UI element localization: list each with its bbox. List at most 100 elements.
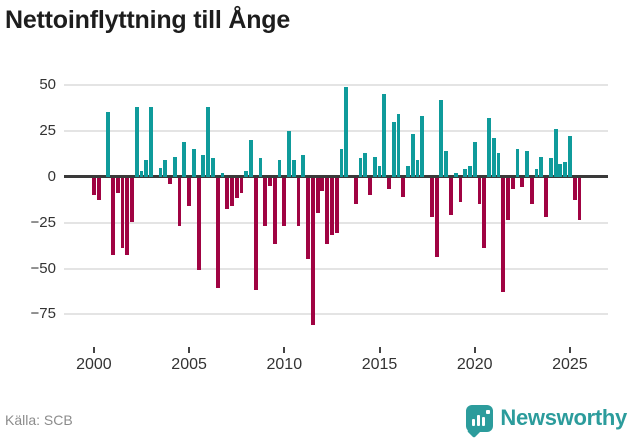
y-axis-tick-label: −50 [30, 259, 56, 277]
bar [139, 171, 144, 177]
bar [477, 178, 482, 204]
x-axis-tick-label: 2025 [552, 356, 588, 373]
bar [568, 136, 572, 177]
bar [458, 178, 463, 203]
bar [201, 154, 206, 177]
bar [501, 178, 506, 293]
bar [310, 178, 315, 326]
bar [429, 178, 434, 217]
bar [315, 178, 320, 214]
bar [387, 178, 391, 190]
bar [96, 178, 101, 201]
badge-bar-icon [482, 416, 486, 426]
x-axis-tick-mark [378, 347, 381, 353]
bar [453, 173, 458, 177]
bar [487, 117, 491, 177]
x-axis-tick-label: 2005 [171, 356, 207, 373]
bar [158, 167, 163, 177]
bar [420, 116, 425, 177]
bar [468, 165, 472, 177]
x-axis-tick-label: 2015 [361, 356, 398, 373]
bar [406, 165, 410, 177]
x-axis-tick-label: 2000 [76, 356, 112, 373]
bar [215, 178, 220, 289]
bar [577, 178, 582, 221]
bar [553, 128, 558, 177]
bar [168, 178, 172, 184]
bar [358, 158, 363, 177]
y-axis-tick-label: 50 [39, 75, 56, 93]
bar [534, 169, 539, 177]
bar [134, 106, 139, 177]
bar [363, 152, 368, 177]
x-axis-tick-mark [283, 347, 286, 353]
bar [410, 134, 415, 177]
bar [287, 130, 291, 177]
bar [234, 178, 239, 199]
bar [177, 178, 182, 226]
bar [548, 158, 553, 177]
bar [372, 156, 377, 177]
bar [230, 178, 234, 206]
bar [163, 160, 168, 177]
bar [182, 141, 187, 177]
bar [449, 178, 453, 215]
y-axis-tick-label: −25 [30, 213, 56, 231]
bar [211, 158, 215, 177]
bar [249, 139, 253, 177]
bar [463, 169, 468, 177]
bar [515, 149, 520, 177]
bar [544, 178, 548, 217]
bar [130, 178, 134, 223]
bar [344, 86, 349, 177]
y-axis-tick-label: −75 [30, 305, 56, 323]
bar [382, 94, 387, 177]
bar [320, 178, 325, 192]
gridline [64, 129, 608, 132]
bar [401, 178, 406, 197]
bar [396, 114, 401, 177]
bar [506, 178, 510, 221]
newsworthy-logo: Newsworthy [466, 401, 627, 438]
x-axis-tick-mark [473, 347, 476, 353]
bar [92, 178, 96, 195]
bar [149, 106, 153, 177]
bar [291, 160, 296, 177]
bar [239, 178, 244, 193]
bar [187, 178, 191, 206]
bar [558, 163, 563, 177]
bar [572, 178, 577, 201]
bar [268, 178, 272, 186]
bar [525, 150, 529, 177]
gridline [64, 313, 608, 316]
bar [244, 171, 249, 177]
bar [301, 154, 306, 177]
bar [339, 149, 344, 177]
bar [444, 150, 449, 177]
bar [263, 178, 268, 226]
x-axis-tick-label: 2010 [266, 356, 303, 373]
badge-bar-icon [472, 418, 476, 426]
bar [296, 178, 301, 226]
bar [144, 160, 149, 177]
bar [434, 178, 439, 258]
brand-name: Newsworthy [500, 405, 627, 430]
bar [472, 141, 477, 177]
bar [520, 178, 525, 188]
bar [115, 178, 120, 193]
bar [368, 178, 372, 195]
bar [191, 149, 196, 177]
y-axis-tick-label: 0 [47, 167, 56, 185]
chart-title: Nettoinflyttning till Ånge [5, 6, 291, 34]
bar [258, 158, 263, 177]
bar [172, 156, 177, 177]
bar [196, 178, 201, 270]
bar [220, 173, 225, 177]
bar [334, 178, 339, 234]
bar [125, 178, 130, 256]
bar [225, 178, 230, 210]
bar [106, 112, 111, 177]
bar [330, 178, 334, 236]
